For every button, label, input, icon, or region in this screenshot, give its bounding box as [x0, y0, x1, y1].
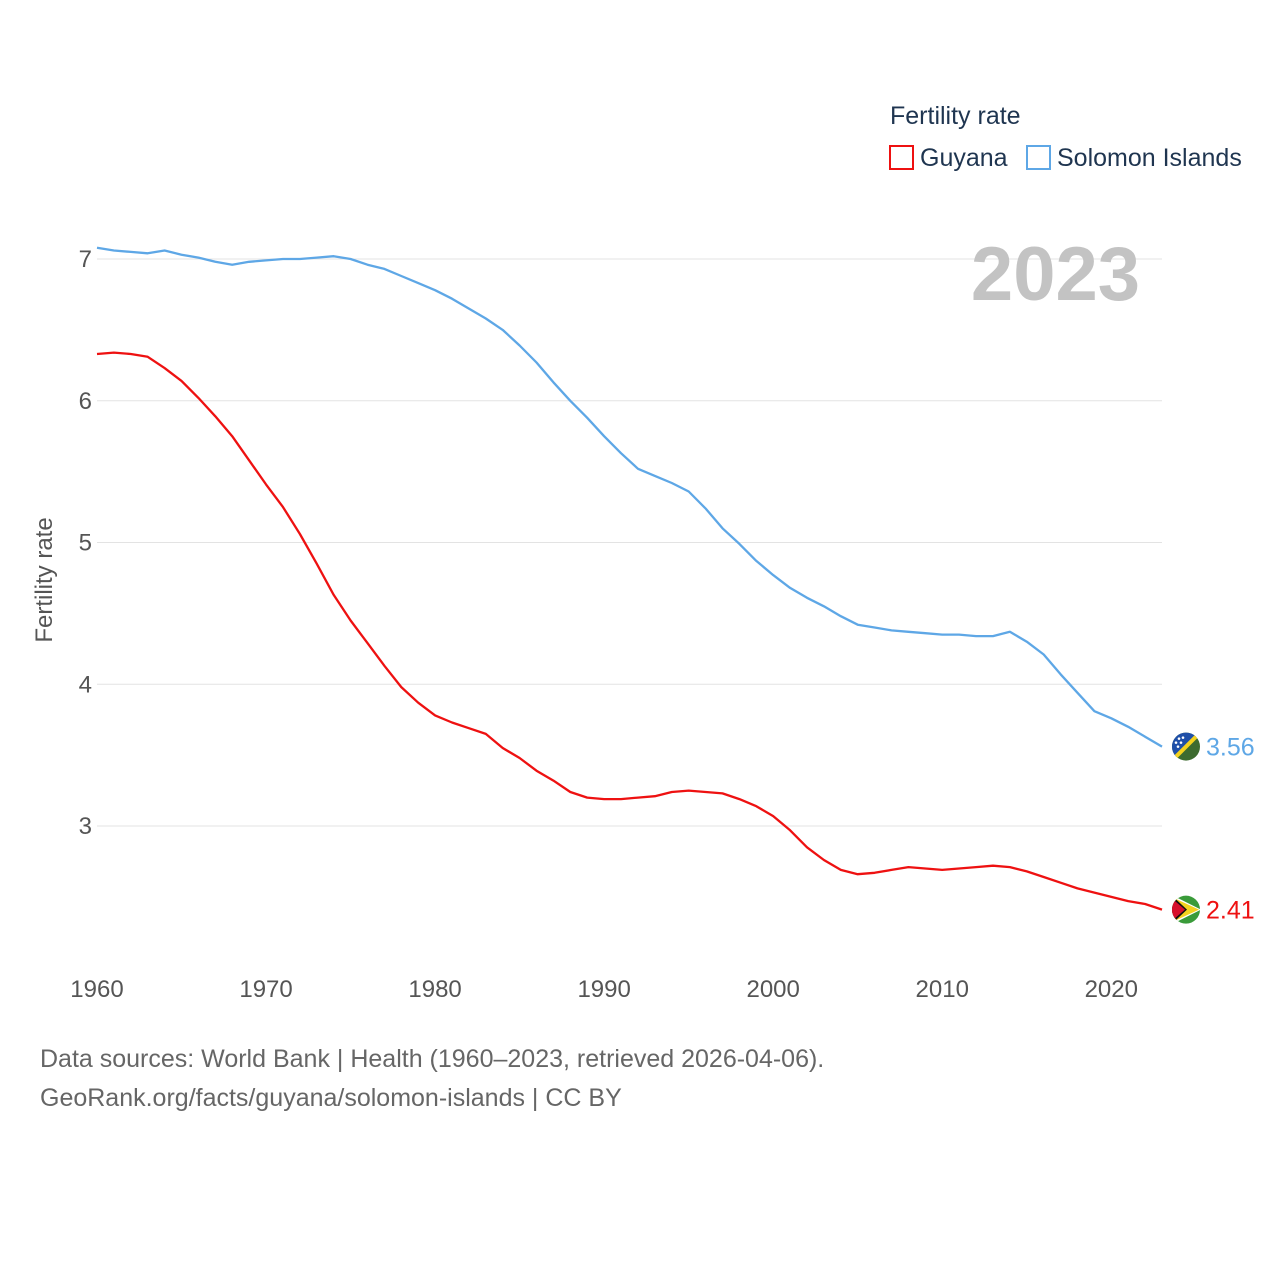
x-axis-ticks: 1960 1970 1980 1990 2000 2010 2020: [70, 976, 1138, 1003]
y-tick-label-6: 6: [79, 388, 92, 415]
legend-title: Fertility rate: [890, 102, 1021, 130]
source-note: Data sources: World Bank | Health (1960–…: [40, 1040, 824, 1118]
series-line-solomon-islands[interactable]: [96, 246, 1163, 748]
y-axis-label: Fertility rate: [31, 517, 58, 642]
fertility-rate-chart: 3 4 5 6 7 1960 1970 1980 1990 2000 2010 2020 Ferti…: [31, 102, 1255, 1003]
gridlines: [97, 258, 1162, 827]
series-lines: [96, 246, 1163, 911]
x-tick-label-1990: 1990: [577, 976, 630, 1003]
x-tick-label-1960: 1960: [70, 976, 123, 1003]
year-label: 2023: [971, 232, 1140, 317]
source-line-2[interactable]: GeoRank.org/facts/guyana/solomon-islands…: [40, 1084, 622, 1112]
x-tick-label-2000: 2000: [746, 976, 799, 1003]
x-tick-label-1980: 1980: [408, 976, 461, 1003]
y-tick-label-5: 5: [79, 530, 92, 557]
y-tick-label-7: 7: [79, 246, 92, 273]
x-tick-label-2020: 2020: [1085, 976, 1138, 1003]
legend-label-solomon-islands[interactable]: Solomon Islands: [1057, 144, 1242, 172]
guyana-end-value-label: 2.41: [1206, 897, 1255, 925]
y-tick-label-3: 3: [79, 813, 92, 840]
y-tick-label-4: 4: [79, 671, 92, 698]
legend-swatch-solomon-islands[interactable]: [1026, 145, 1051, 170]
y-axis-ticks: 3 4 5 6 7: [79, 246, 92, 840]
solomon-islands-flag-icon: [1172, 732, 1200, 761]
source-line-1: Data sources: World Bank | Health (1960–…: [40, 1045, 825, 1073]
legend-swatch-guyana[interactable]: [889, 145, 914, 170]
legend-label-guyana[interactable]: Guyana: [920, 144, 1008, 172]
legend: Fertility rate Guyana Solomon Islands: [889, 102, 1242, 172]
x-tick-label-1970: 1970: [239, 976, 292, 1003]
solomon-islands-end-value-label: 3.56: [1206, 734, 1255, 762]
x-tick-label-2010: 2010: [916, 976, 969, 1003]
series-line-guyana[interactable]: [96, 351, 1163, 911]
guyana-flag-icon: [1172, 895, 1200, 924]
